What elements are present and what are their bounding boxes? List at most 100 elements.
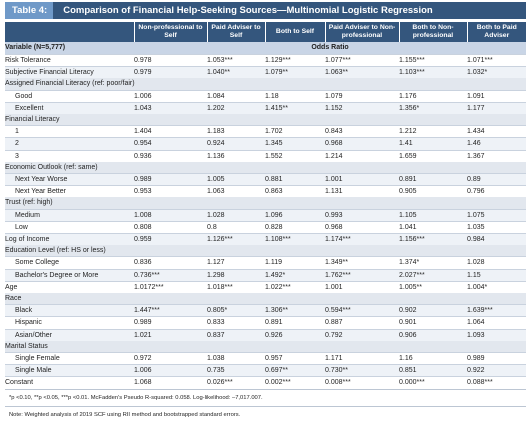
section-label: Education Level (ref: HS or less) [5,245,526,257]
odds-ratio-cell: 0.792 [325,328,399,341]
odds-ratio-cell: 1.028 [467,256,526,270]
section-row: Race [5,293,526,305]
column-header: Both to Non-professional [398,22,467,42]
odds-ratio-cell: 0.000*** [399,376,467,390]
table-body: Risk Tolerance 0.978 1.053*** 1.129*** 1.077… [5,53,526,390]
odds-ratio-cell: 1.174*** [325,233,399,246]
table-row: Bachelor's Degree or More 0.736*** 1.298 1.… [5,268,526,282]
odds-ratio-cell: 0.979 [134,66,207,79]
odds-ratio-cell: 1.001 [325,173,399,186]
odds-ratio-cell: 0.843 [325,125,399,138]
odds-ratio-cell: 1.762*** [325,268,399,282]
table-row: Asian/Other 1.021 0.837 0.926 0.792 0.906 1.09… [5,328,526,341]
row-label: 3 [5,149,134,162]
table-row: Black 1.447*** 0.805* 1.306** 0.594*** 0.902 1… [5,304,526,317]
row-label: Bachelor's Degree or More [5,268,134,282]
odds-ratio-cell: 0.901 [399,316,467,330]
column-header: Paid Adviser to Non-professional [324,22,399,42]
odds-ratio-cell: 1.41 [399,137,467,151]
odds-ratio-cell: 1.183 [207,125,265,138]
table-row: Low 0.808 0.8 0.828 0.968 1.041 1.035 [5,220,526,234]
odds-ratio-cell: 1.093 [467,328,526,341]
section-row: Financial Literacy [5,114,526,126]
row-label: Age [5,280,134,294]
odds-ratio-cell: 1.16 [399,352,467,365]
row-label: Next Year Worse [5,173,134,186]
odds-ratio-cell: 1.108*** [265,233,325,246]
odds-ratio-cell: 1.492* [265,268,325,282]
odds-ratio-cell: 0.805* [207,304,265,317]
odds-ratio-cell: 0.959 [134,233,207,246]
section-label: Financial Literacy [5,114,526,126]
column-header-row: Non-professional to Self Paid Adviser to… [5,22,526,42]
odds-ratio-cell: 1.129*** [265,53,325,67]
table-row: Single Male 1.006 0.735 0.697** 0.730** 0.851… [5,364,526,377]
odds-ratio-cell: 0.968 [325,220,399,234]
odds-ratio-cell: 1.214 [325,149,399,162]
odds-ratio-cell: 1.345 [265,137,325,151]
section-row: Trust (ref: high) [5,197,526,210]
odds-ratio-cell: 0.891 [399,173,467,186]
row-label: Asian/Other [5,328,134,341]
row-label: Some College [5,256,134,270]
odds-ratio-cell: 1.041 [399,220,467,234]
odds-ratio-cell: 1.068 [134,376,207,390]
odds-ratio-cell: 0.881 [265,173,325,186]
row-label: 1 [5,125,134,138]
section-row: Education Level (ref: HS or less) [5,245,526,257]
odds-ratio-cell: 1.131 [325,185,399,198]
odds-ratio-cell: 1.434 [467,125,526,138]
odds-ratio-cell: 0.8 [207,220,265,234]
table-row: 2 0.954 0.924 1.345 0.968 1.41 1.46 [5,137,526,151]
odds-ratio-cell: 0.008*** [325,376,399,390]
odds-ratio-cell: 1.004* [467,280,526,294]
odds-ratio-cell: 0.796 [467,185,526,198]
odds-ratio-cell: 1.119 [265,256,325,270]
table-row: Risk Tolerance 0.978 1.053*** 1.129*** 1.077… [5,53,526,67]
odds-ratio-cell: 1.356* [399,101,467,115]
odds-ratio-cell: 1.005 [207,173,265,186]
odds-ratio-cell: 0.936 [134,149,207,162]
table-number-label: Table 4: [5,2,54,19]
odds-ratio-cell: 0.833 [207,316,265,330]
odds-ratio-cell: 0.922 [467,364,526,377]
odds-ratio-cell: 1.127 [207,256,265,270]
odds-ratio-cell: 1.404 [134,125,207,138]
table-row: Medium 1.008 1.028 1.096 0.993 1.105 1.075 [5,208,526,222]
odds-ratio-cell: 1.079** [265,66,325,79]
odds-ratio-cell: 0.924 [207,137,265,151]
odds-ratio-cell: 1.155*** [399,53,467,67]
row-label: Black [5,304,134,317]
odds-ratio-cell: 0.697** [265,364,325,377]
section-label: Marital Status [5,340,526,353]
section-label: Assigned Financial Literacy (ref: poor/f… [5,78,526,91]
odds-ratio-cell: 0.594*** [325,304,399,317]
odds-ratio-cell: 0.957 [265,352,325,365]
table-row: Next Year Worse 0.989 1.005 0.881 1.001 0.891… [5,173,526,186]
odds-ratio-cell: 1.306** [265,304,325,317]
table-row: Next Year Better 0.953 1.063 0.863 1.131 0.90… [5,185,526,198]
odds-ratio-cell: 1.202 [207,101,265,115]
odds-ratio-cell: 0.905 [399,185,467,198]
odds-ratio-cell: 0.968 [325,137,399,151]
odds-ratio-cell: 1.374* [399,256,467,270]
odds-ratio-cell: 0.906 [399,328,467,341]
odds-ratio-cell: 1.702 [265,125,325,138]
odds-ratio-cell: 1.008 [134,208,207,222]
odds-ratio-cell: 1.367 [467,149,526,162]
odds-ratio-cell: 1.053*** [207,53,265,67]
odds-ratio-cell: 0.863 [265,185,325,198]
odds-ratio-cell: 1.005** [399,280,467,294]
odds-ratio-cell: 1.552 [265,149,325,162]
odds-ratio-cell: 1.103*** [399,66,467,79]
odds-ratio-cell: 0.837 [207,328,265,341]
row-label: Constant [5,376,134,390]
odds-ratio-cell: 1.022*** [265,280,325,294]
section-label: Trust (ref: high) [5,197,526,210]
section-label: Economic Outlook (ref: same) [5,161,526,174]
odds-ratio-cell: 0.808 [134,220,207,234]
table-row: Subjective Financial Literacy 0.979 1.040*… [5,66,526,79]
odds-ratio-cell: 0.989 [467,352,526,365]
odds-ratio-cell: 1.105 [399,208,467,222]
